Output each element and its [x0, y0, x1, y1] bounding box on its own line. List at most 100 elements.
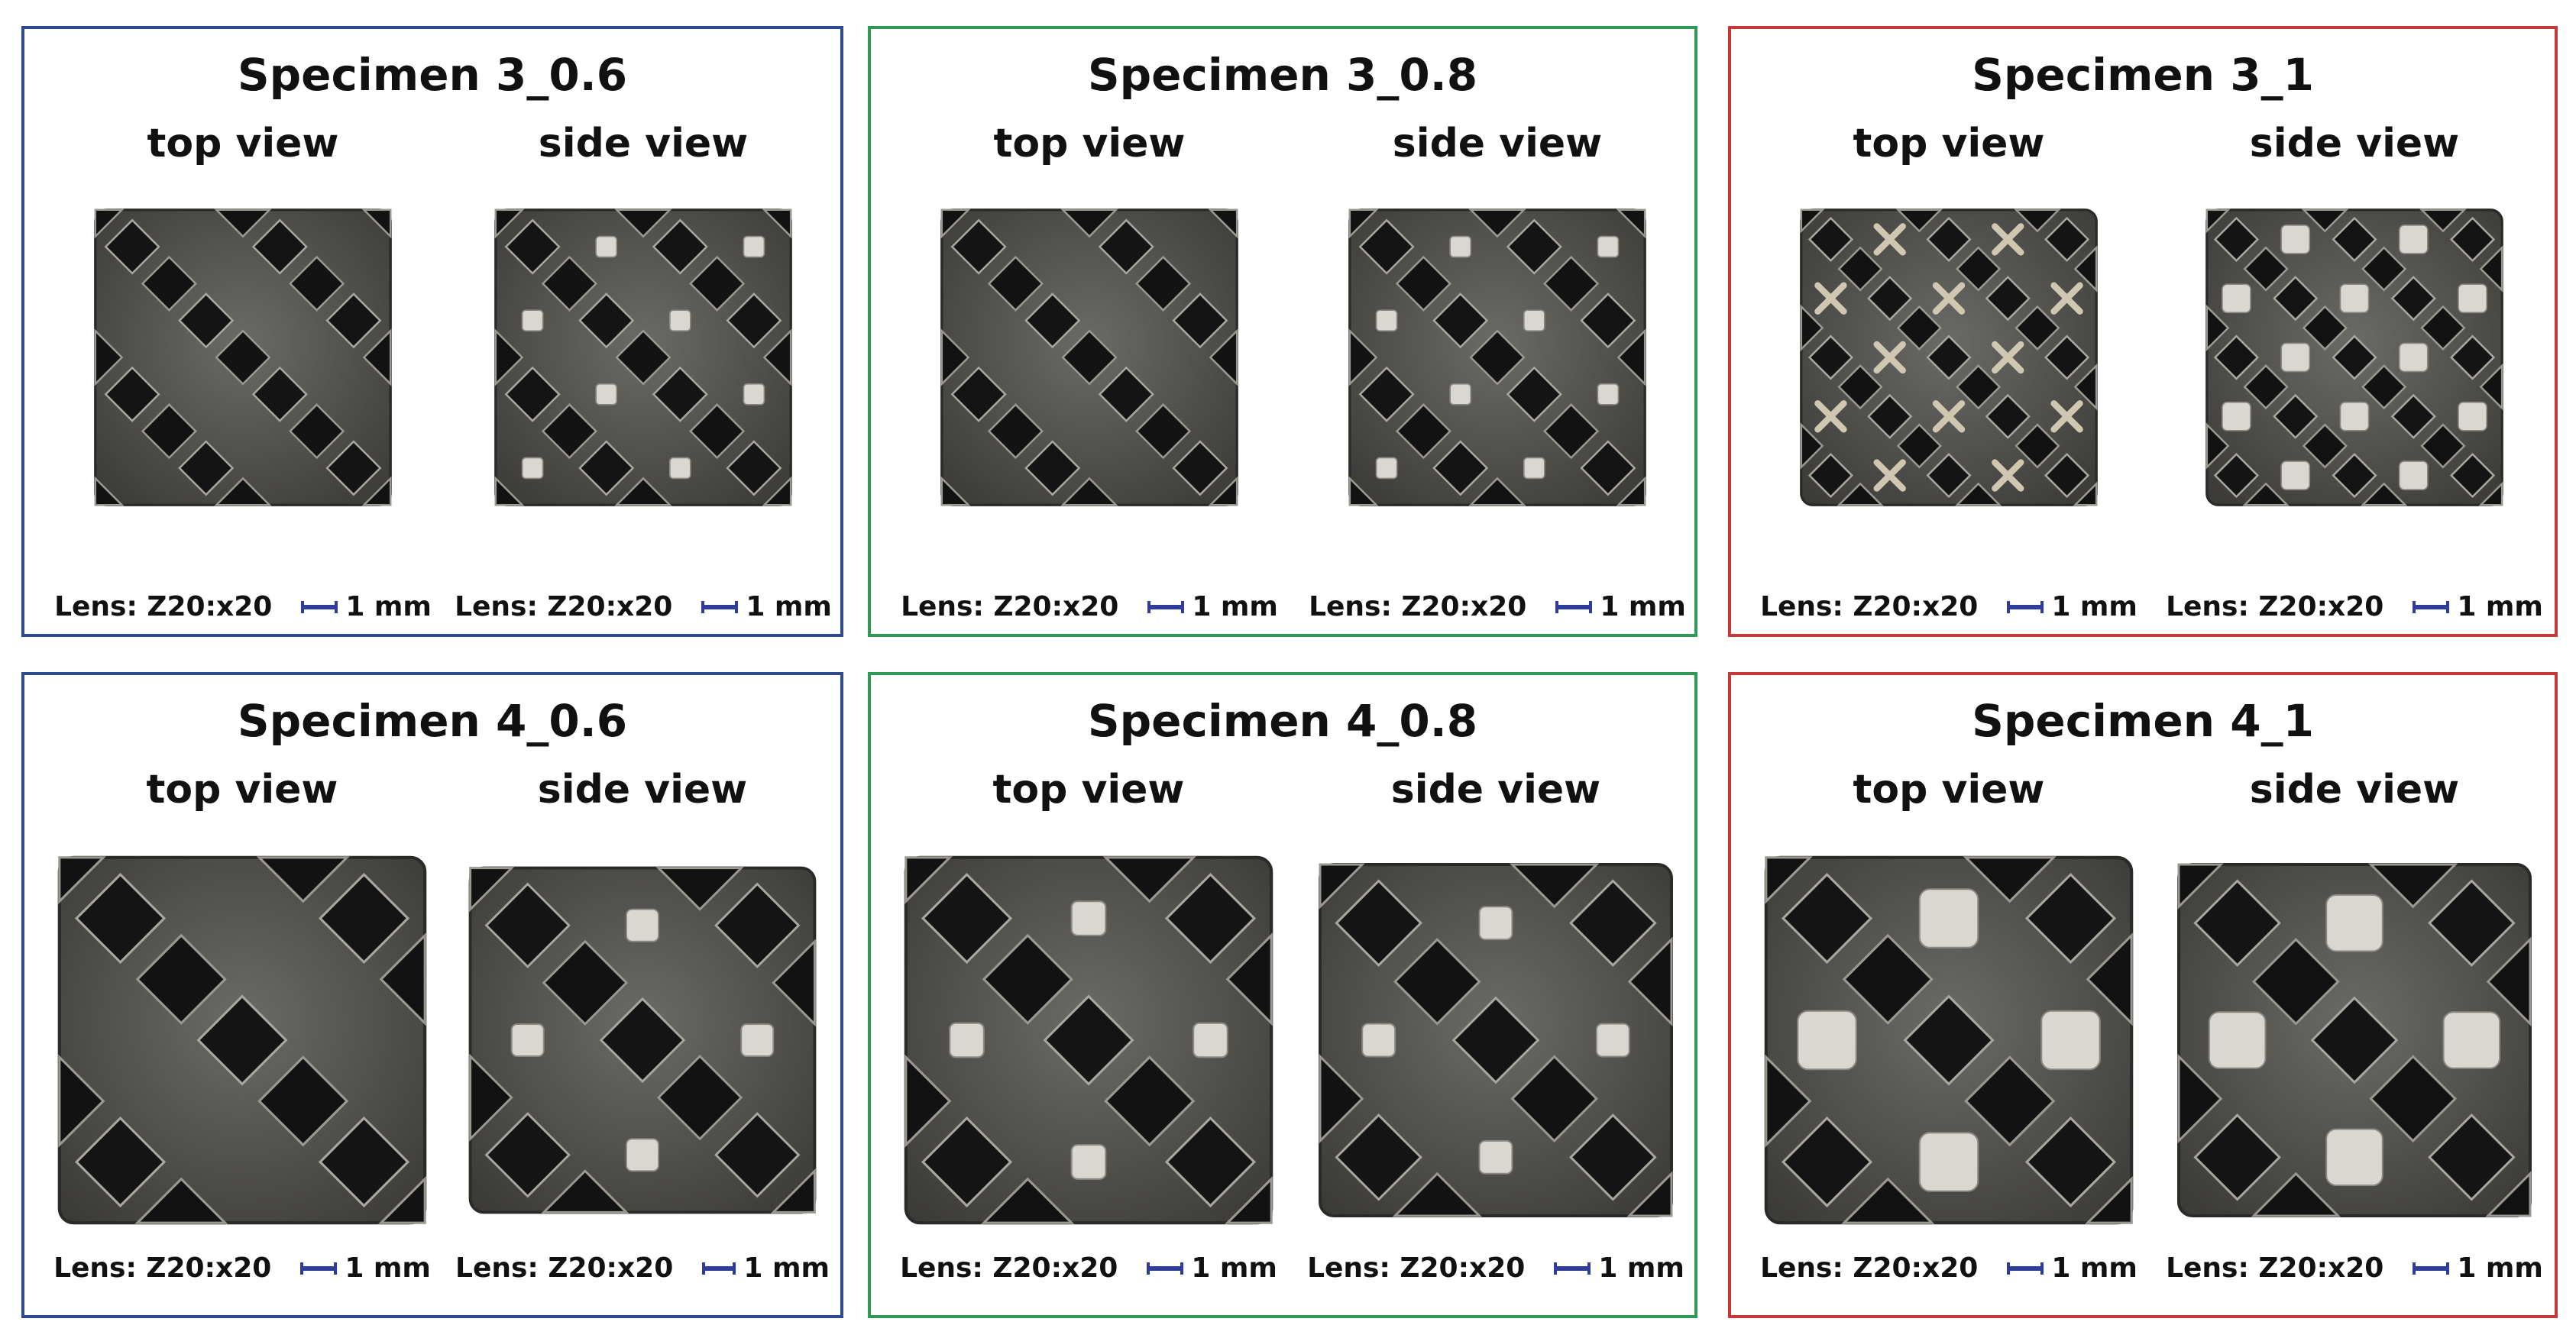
specimen-panel-3-0-8: Specimen 3_0.8 top view Lens: Z20:x20 1 … [868, 26, 1697, 637]
view-label: side view [538, 121, 749, 166]
specimen-photo [455, 842, 830, 1239]
view-label: side view [1392, 121, 1603, 166]
scale-label: 1 mm [743, 1252, 830, 1284]
image-caption: Lens: Z20:x20 1 mm [2163, 591, 2545, 622]
top-view-column: top view Lens: Z20:x20 1 mm [886, 767, 1291, 1301]
specimen-photo [1746, 197, 2151, 518]
scale-label: 1 mm [1192, 591, 1278, 622]
side-view-column: side view Lens: Z20:x20 1 mm [452, 121, 834, 625]
side-view-column: side view Lens: Z20:x20 1 mm [2163, 767, 2545, 1301]
scale-bar [1554, 1262, 1591, 1275]
lattice-drawing [1348, 208, 1646, 506]
lattice-drawing [494, 208, 792, 506]
lattice-drawing [468, 866, 817, 1214]
scale-label: 1 mm [1600, 591, 1686, 622]
panel-title: Specimen 4_0.8 [1087, 695, 1478, 747]
specimen-panel-3-0-6: Specimen 3_0.6 top view Lens: Z20:x20 1 … [21, 26, 843, 637]
view-label: side view [2249, 121, 2460, 166]
panel-title: Specimen 3_0.8 [1087, 49, 1478, 101]
specimen-panel-3-1: Specimen 3_1 top view Lens: Z20:x20 1 mm… [1728, 26, 2558, 637]
lattice-drawing [2177, 863, 2532, 1217]
view-label: top view [147, 121, 339, 166]
scale-label: 1 mm [345, 1252, 431, 1284]
specimen-photo [1305, 842, 1687, 1239]
scale-bar [2007, 1262, 2044, 1275]
image-caption: Lens: Z20:x20 1 mm [455, 1252, 830, 1284]
panel-title: Specimen 3_0.6 [237, 49, 628, 101]
specimen-photo [883, 197, 1296, 518]
side-view-column: side view Lens: Z20:x20 1 mm [2163, 121, 2545, 625]
image-caption: Lens: Z20:x20 1 mm [1305, 1252, 1687, 1284]
panel-title: Specimen 4_0.6 [237, 695, 628, 747]
scale-bar [2413, 1262, 2450, 1275]
view-label: top view [1853, 767, 2045, 813]
view-label: side view [1390, 767, 1601, 813]
scale-bar [1147, 600, 1185, 613]
panel-title: Specimen 3_1 [1972, 49, 2314, 101]
lattice-drawing [57, 855, 427, 1225]
image-caption: Lens: Z20:x20 1 mm [883, 591, 1296, 622]
lens-label: Lens: Z20:x20 [1760, 1252, 1979, 1284]
image-caption: Lens: Z20:x20 1 mm [1746, 591, 2151, 622]
specimen-panel-4-0-6: Specimen 4_0.6 top view Lens: Z20:x20 1 … [21, 672, 843, 1318]
scale-bar [2413, 600, 2450, 613]
top-view-column: top view Lens: Z20:x20 1 mm [40, 767, 445, 1301]
lens-label: Lens: Z20:x20 [1307, 1252, 1526, 1284]
top-view-column: top view Lens: Z20:x20 1 mm [1746, 767, 2151, 1301]
view-label: side view [537, 767, 748, 813]
lattice-drawing [940, 208, 1238, 506]
lens-label: Lens: Z20:x20 [455, 591, 673, 622]
scale-bar [1147, 1262, 1184, 1275]
scale-bar [1555, 600, 1593, 613]
lens-label: Lens: Z20:x20 [455, 1252, 674, 1284]
side-view-column: side view Lens: Z20:x20 1 mm [1305, 767, 1687, 1301]
top-view-column: top view Lens: Z20:x20 1 mm [44, 121, 442, 625]
scale-bar [300, 1262, 338, 1275]
image-caption: Lens: Z20:x20 1 mm [1306, 591, 1688, 622]
side-view-column: side view Lens: Z20:x20 1 mm [455, 767, 830, 1301]
scale-bar [701, 600, 739, 613]
image-caption: Lens: Z20:x20 1 mm [44, 591, 442, 622]
view-label: side view [2249, 767, 2460, 813]
view-label: top view [1853, 121, 2045, 166]
scale-label: 1 mm [1598, 1252, 1684, 1284]
lens-label: Lens: Z20:x20 [901, 591, 1119, 622]
specimen-photo [40, 842, 445, 1239]
lens-label: Lens: Z20:x20 [1760, 591, 1979, 622]
top-view-column: top view Lens: Z20:x20 1 mm [1746, 121, 2151, 625]
lens-label: Lens: Z20:x20 [2166, 591, 2384, 622]
lens-label: Lens: Z20:x20 [900, 1252, 1118, 1284]
scale-bar [2007, 600, 2044, 613]
scale-label: 1 mm [2457, 1252, 2543, 1284]
view-label: top view [992, 767, 1185, 813]
image-caption: Lens: Z20:x20 1 mm [40, 1252, 445, 1284]
specimen-photo [452, 197, 834, 518]
specimen-photo [1306, 197, 1688, 518]
image-caption: Lens: Z20:x20 1 mm [452, 591, 834, 622]
lens-label: Lens: Z20:x20 [1309, 591, 1527, 622]
image-caption: Lens: Z20:x20 1 mm [1746, 1252, 2151, 1284]
specimen-panel-4-0-8: Specimen 4_0.8 top view Lens: Z20:x20 1 … [868, 672, 1697, 1318]
lattice-drawing [2205, 208, 2503, 506]
scale-label: 1 mm [746, 591, 832, 622]
side-view-column: side view Lens: Z20:x20 1 mm [1306, 121, 1688, 625]
scale-label: 1 mm [2051, 591, 2137, 622]
lens-label: Lens: Z20:x20 [54, 591, 273, 622]
lens-label: Lens: Z20:x20 [53, 1252, 272, 1284]
scale-bar [301, 600, 338, 613]
lattice-drawing [1319, 863, 1673, 1217]
image-caption: Lens: Z20:x20 1 mm [2163, 1252, 2545, 1284]
lattice-drawing [1800, 208, 2098, 506]
view-label: top view [146, 767, 338, 813]
view-label: top view [993, 121, 1186, 166]
lattice-drawing [94, 208, 392, 506]
image-caption: Lens: Z20:x20 1 mm [886, 1252, 1291, 1284]
lattice-drawing [904, 855, 1273, 1225]
specimen-photo [886, 842, 1291, 1239]
scale-bar [702, 1262, 736, 1275]
specimen-photo [1746, 842, 2151, 1239]
specimen-photo [2163, 197, 2545, 518]
scale-label: 1 mm [2457, 591, 2543, 622]
lens-label: Lens: Z20:x20 [2166, 1252, 2384, 1284]
top-view-column: top view Lens: Z20:x20 1 mm [883, 121, 1296, 625]
